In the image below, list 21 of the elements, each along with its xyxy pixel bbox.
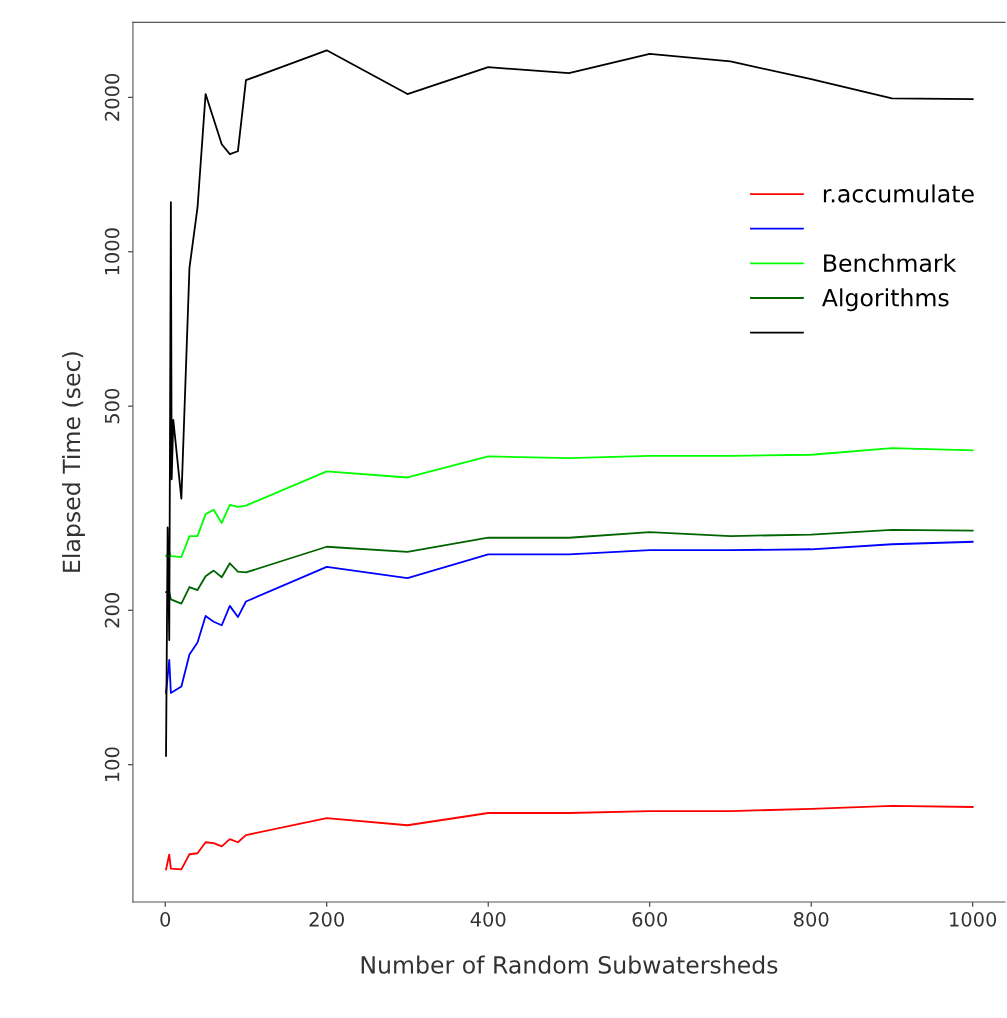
x-tick-label: 400 [470,912,506,927]
y-axis-title: Elapsed Time (sec) [62,352,85,572]
y-tick-label: 500 [104,388,120,424]
x-tick-label: 800 [793,912,829,927]
y-tick-label: 200 [104,593,120,628]
y-tick-label: 2000 [104,73,120,121]
x-tick-label: 0 [160,912,171,927]
x-tick-label: 1000 [950,912,997,927]
legend-label: Benchmark [824,253,957,272]
x-tick-label: 600 [632,912,667,927]
line-series [165,447,974,558]
line-series [165,49,974,757]
legend-label: r.accumulate [823,184,974,203]
x-tick-label: 200 [309,912,344,927]
y-tick-label: 100 [104,747,120,782]
x-axis-title: Number of Random Subwatersheds [361,955,778,974]
legend-label: Algorithms [821,288,949,312]
line-series [165,540,974,694]
line-series [165,528,974,605]
y-tick-label: 1000 [104,228,120,275]
line-series [165,805,974,871]
